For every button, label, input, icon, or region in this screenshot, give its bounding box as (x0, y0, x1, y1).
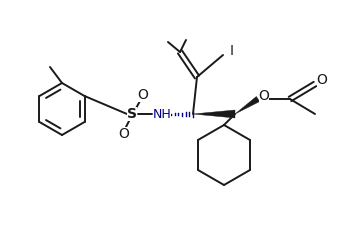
Text: O: O (316, 73, 328, 87)
Text: O: O (137, 88, 149, 102)
Polygon shape (235, 96, 260, 114)
Text: NH: NH (153, 108, 171, 121)
Text: I: I (230, 44, 234, 58)
Polygon shape (193, 110, 235, 118)
Text: O: O (258, 89, 270, 103)
Text: O: O (118, 127, 130, 141)
Text: S: S (127, 107, 137, 121)
